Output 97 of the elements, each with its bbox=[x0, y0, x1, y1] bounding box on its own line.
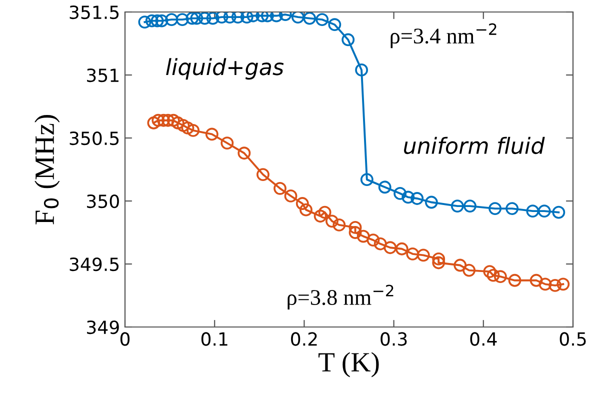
point bbox=[416, 248, 430, 262]
point bbox=[314, 210, 327, 223]
point bbox=[360, 173, 374, 186]
point bbox=[355, 64, 368, 76]
point bbox=[464, 200, 476, 212]
x-tick-label: 0.4 bbox=[470, 332, 497, 346]
point bbox=[326, 214, 338, 228]
point bbox=[538, 278, 552, 291]
point bbox=[462, 264, 476, 277]
y-tick-label: 350.5 bbox=[70, 131, 119, 146]
point bbox=[147, 116, 160, 130]
point bbox=[155, 14, 168, 28]
point bbox=[410, 192, 424, 205]
point bbox=[508, 274, 522, 287]
point bbox=[186, 12, 199, 25]
point bbox=[270, 12, 283, 22]
point bbox=[318, 206, 332, 219]
point bbox=[274, 182, 286, 195]
point bbox=[483, 265, 496, 278]
annotation: ρ=3.8 nm$^{−2}$ bbox=[288, 284, 394, 310]
point bbox=[303, 12, 316, 25]
x-tick-label: 0 bbox=[120, 332, 130, 346]
point bbox=[300, 203, 312, 216]
point bbox=[223, 12, 236, 24]
y-tick-label: 351.5 bbox=[70, 5, 119, 20]
point bbox=[215, 12, 228, 24]
point bbox=[548, 278, 562, 292]
point bbox=[488, 202, 502, 216]
point bbox=[394, 186, 407, 200]
point bbox=[395, 242, 408, 256]
point bbox=[348, 221, 362, 234]
point bbox=[190, 12, 204, 25]
point bbox=[256, 168, 270, 181]
x-tick-label: 0.2 bbox=[291, 332, 317, 346]
point bbox=[366, 234, 380, 247]
point bbox=[384, 241, 397, 254]
point bbox=[181, 121, 194, 134]
x-tick-label: 0.5 bbox=[560, 332, 586, 346]
point bbox=[238, 146, 251, 160]
point bbox=[162, 114, 174, 127]
point bbox=[328, 18, 342, 32]
point bbox=[176, 13, 189, 26]
point bbox=[316, 13, 329, 26]
y-tick-label: 349 bbox=[87, 320, 119, 334]
point bbox=[171, 116, 184, 130]
point bbox=[342, 33, 355, 46]
point bbox=[186, 124, 200, 137]
point bbox=[284, 190, 298, 202]
point bbox=[157, 114, 170, 127]
point bbox=[494, 270, 507, 284]
point bbox=[356, 230, 370, 243]
point bbox=[256, 12, 269, 22]
point bbox=[378, 180, 392, 194]
point bbox=[450, 200, 464, 212]
point bbox=[506, 202, 519, 216]
point bbox=[150, 14, 164, 28]
y-tick-label: 349.5 bbox=[70, 257, 119, 272]
annotation: uniform fluid bbox=[404, 136, 545, 154]
x-axis-title: T (K) bbox=[318, 352, 379, 378]
point bbox=[530, 274, 543, 287]
point bbox=[291, 12, 304, 24]
point bbox=[165, 13, 178, 26]
point bbox=[538, 204, 551, 218]
point bbox=[198, 12, 212, 25]
point bbox=[261, 12, 274, 22]
point bbox=[296, 197, 309, 210]
y-tick-label: 350 bbox=[87, 194, 119, 208]
point bbox=[176, 118, 190, 132]
point bbox=[220, 136, 234, 150]
point bbox=[145, 14, 158, 28]
y-tick-label: 351 bbox=[87, 68, 118, 82]
annotation: liquid+gas bbox=[166, 58, 284, 80]
point bbox=[166, 114, 180, 127]
point bbox=[454, 258, 467, 272]
point bbox=[348, 226, 362, 239]
annotation: ρ=3.4 nm$^{−2}$ bbox=[390, 23, 496, 48]
x-tick-label: 0.1 bbox=[201, 332, 228, 346]
point bbox=[552, 206, 566, 219]
point bbox=[526, 204, 540, 218]
point bbox=[206, 12, 220, 25]
point bbox=[138, 16, 152, 29]
point bbox=[205, 128, 218, 141]
point bbox=[486, 268, 500, 282]
point bbox=[402, 190, 415, 204]
point bbox=[432, 256, 446, 270]
point bbox=[374, 237, 387, 250]
point bbox=[406, 247, 420, 260]
point bbox=[424, 196, 438, 209]
point bbox=[246, 12, 260, 22]
point bbox=[432, 252, 446, 266]
y-axis-title: F$_{0}$ (MHz) bbox=[34, 115, 60, 224]
point bbox=[152, 114, 165, 127]
point bbox=[231, 12, 244, 24]
point bbox=[556, 278, 570, 291]
x-tick-label: 0.3 bbox=[380, 332, 407, 346]
point bbox=[240, 12, 254, 24]
point bbox=[332, 218, 346, 232]
